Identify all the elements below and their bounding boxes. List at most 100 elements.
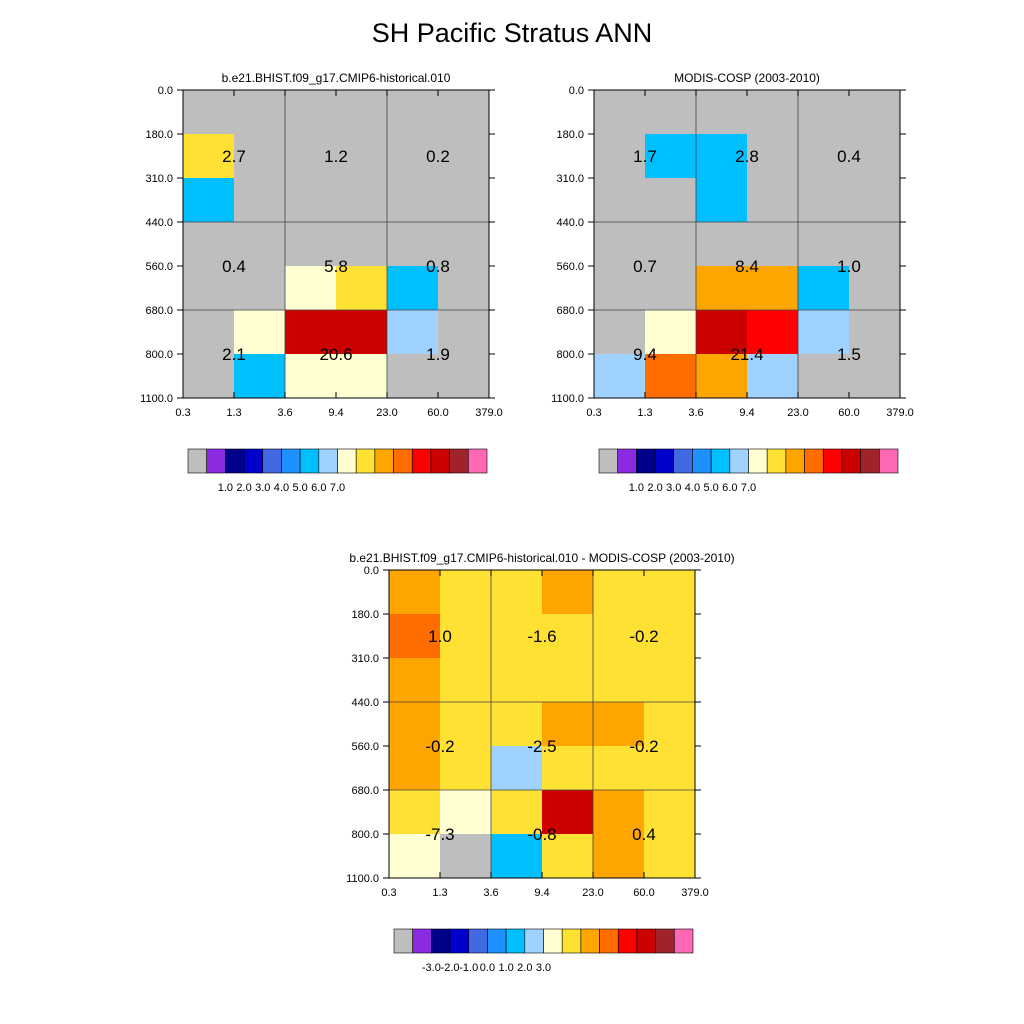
heatmap-cell: [644, 746, 696, 791]
colorbar-swatch: [785, 448, 805, 474]
x-tick-label: 1.3: [637, 407, 652, 419]
colorbar-swatch: [393, 448, 413, 474]
heatmap-cell: [285, 222, 337, 267]
y-tick-label: 560.0: [351, 741, 379, 753]
group-value-label: 5.8: [324, 257, 348, 276]
heatmap-cell: [389, 658, 441, 703]
heatmap-cell: [285, 134, 337, 179]
y-tick-label: 440.0: [556, 217, 584, 229]
heatmap-cell: [542, 614, 594, 659]
colorbar-swatch: [393, 928, 413, 954]
heatmap-cell: [696, 178, 748, 223]
heatmap-cell: [849, 178, 901, 223]
x-tick-label: 60.0: [633, 887, 654, 899]
colorbar-swatch: [673, 448, 693, 474]
heatmap-cell: [747, 178, 799, 223]
heatmap-cell: [696, 310, 748, 355]
heatmap-cell: [798, 134, 850, 179]
heatmap-cell: [438, 310, 490, 355]
heatmap-cell: [849, 90, 901, 135]
y-tick-label: 1100.0: [346, 873, 379, 885]
heatmap-cell: [491, 790, 543, 835]
x-tick-label: 0.3: [175, 407, 190, 419]
y-tick-label: 800.0: [351, 829, 379, 841]
colorbar-tick-label: 2.0: [517, 962, 532, 974]
heatmap-cell: [645, 178, 697, 223]
y-tick-label: 680.0: [351, 785, 379, 797]
colorbar-swatch: [449, 448, 469, 474]
colorbar-swatch: [580, 928, 600, 954]
heatmap-cell: [234, 266, 286, 311]
group-value-label: -0.2: [629, 737, 658, 756]
x-tick-label: 23.0: [787, 407, 808, 419]
colorbar-swatch: [505, 928, 526, 954]
y-tick-label: 1100.0: [140, 393, 173, 405]
heatmap-cell: [285, 90, 337, 135]
heatmap-cell: [285, 310, 337, 355]
heatmap-cell: [389, 834, 441, 879]
heatmap-cell: [234, 222, 286, 267]
colorbar-swatch: [655, 928, 675, 954]
group-value-label: 1.9: [426, 345, 450, 364]
heatmap-cell: [389, 790, 441, 835]
colorbar-swatch: [729, 448, 749, 474]
colorbar-swatch: [617, 448, 637, 474]
colorbar-tick-label: 1.0: [218, 482, 233, 494]
colorbar-tick-label: 4.0: [685, 482, 700, 494]
colorbar-swatch: [411, 448, 432, 474]
x-tick-label: 3.6: [688, 407, 703, 419]
heatmap-cell: [234, 134, 286, 179]
heatmap-cell: [491, 834, 543, 879]
group-value-label: 1.0: [428, 627, 452, 646]
heatmap-cell: [542, 834, 594, 879]
colorbar-swatch: [281, 448, 301, 474]
x-tick-label: 23.0: [376, 407, 397, 419]
heatmap-cell: [542, 658, 594, 703]
heatmap-cell: [183, 266, 235, 311]
x-tick-label: 9.4: [739, 407, 754, 419]
colorbar-swatch: [598, 448, 618, 474]
x-tick-label: 1.3: [226, 407, 241, 419]
heatmap-cell: [798, 90, 850, 135]
heatmap-cell: [645, 266, 697, 311]
colorbar-swatch: [225, 448, 245, 474]
colorbar-tick-label: -2.0: [441, 962, 460, 974]
colorbar-swatch: [766, 448, 787, 474]
heatmap-cell: [645, 354, 697, 399]
heatmap-cell: [593, 658, 645, 703]
x-tick-label: 60.0: [427, 407, 448, 419]
group-value-label: 20.6: [319, 345, 352, 364]
group-value-label: 2.8: [735, 147, 759, 166]
heatmap-cell: [336, 266, 388, 311]
colorbar-swatch: [860, 448, 880, 474]
colorbar-swatch: [748, 448, 768, 474]
heatmap-cell: [798, 222, 850, 267]
heatmap-cell: [696, 90, 748, 135]
heatmap-cell: [438, 90, 490, 135]
heatmap-cell: [594, 178, 646, 223]
colorbar-swatch: [822, 448, 843, 474]
heatmap-cell: [234, 90, 286, 135]
group-value-label: 0.4: [837, 147, 861, 166]
colorbar-tick-label: 4.0: [274, 482, 289, 494]
heatmap-cell: [645, 222, 697, 267]
colorbar-swatch: [841, 448, 861, 474]
y-tick-label: 0.0: [364, 565, 379, 577]
heatmap-cell: [849, 354, 901, 399]
heatmap-cell: [389, 746, 441, 791]
colorbar-swatch: [187, 448, 207, 474]
panel-title: MODIS-COSP (2003-2010): [674, 71, 820, 85]
colorbar-tick-label: 3.0: [666, 482, 681, 494]
figure-title: SH Pacific Stratus ANN: [371, 18, 653, 48]
heatmap-cell: [440, 614, 492, 659]
heatmap-cell: [696, 266, 748, 311]
colorbar-tick-label: 7.0: [741, 482, 756, 494]
heatmap-cell: [645, 134, 697, 179]
colorbar-tick-label: 7.0: [330, 482, 345, 494]
y-tick-label: 560.0: [145, 261, 173, 273]
heatmap-cell: [593, 570, 645, 615]
colorbar-tick-label: 6.0: [722, 482, 737, 494]
colorbar-swatch: [262, 448, 282, 474]
group-value-label: 9.4: [633, 345, 657, 364]
